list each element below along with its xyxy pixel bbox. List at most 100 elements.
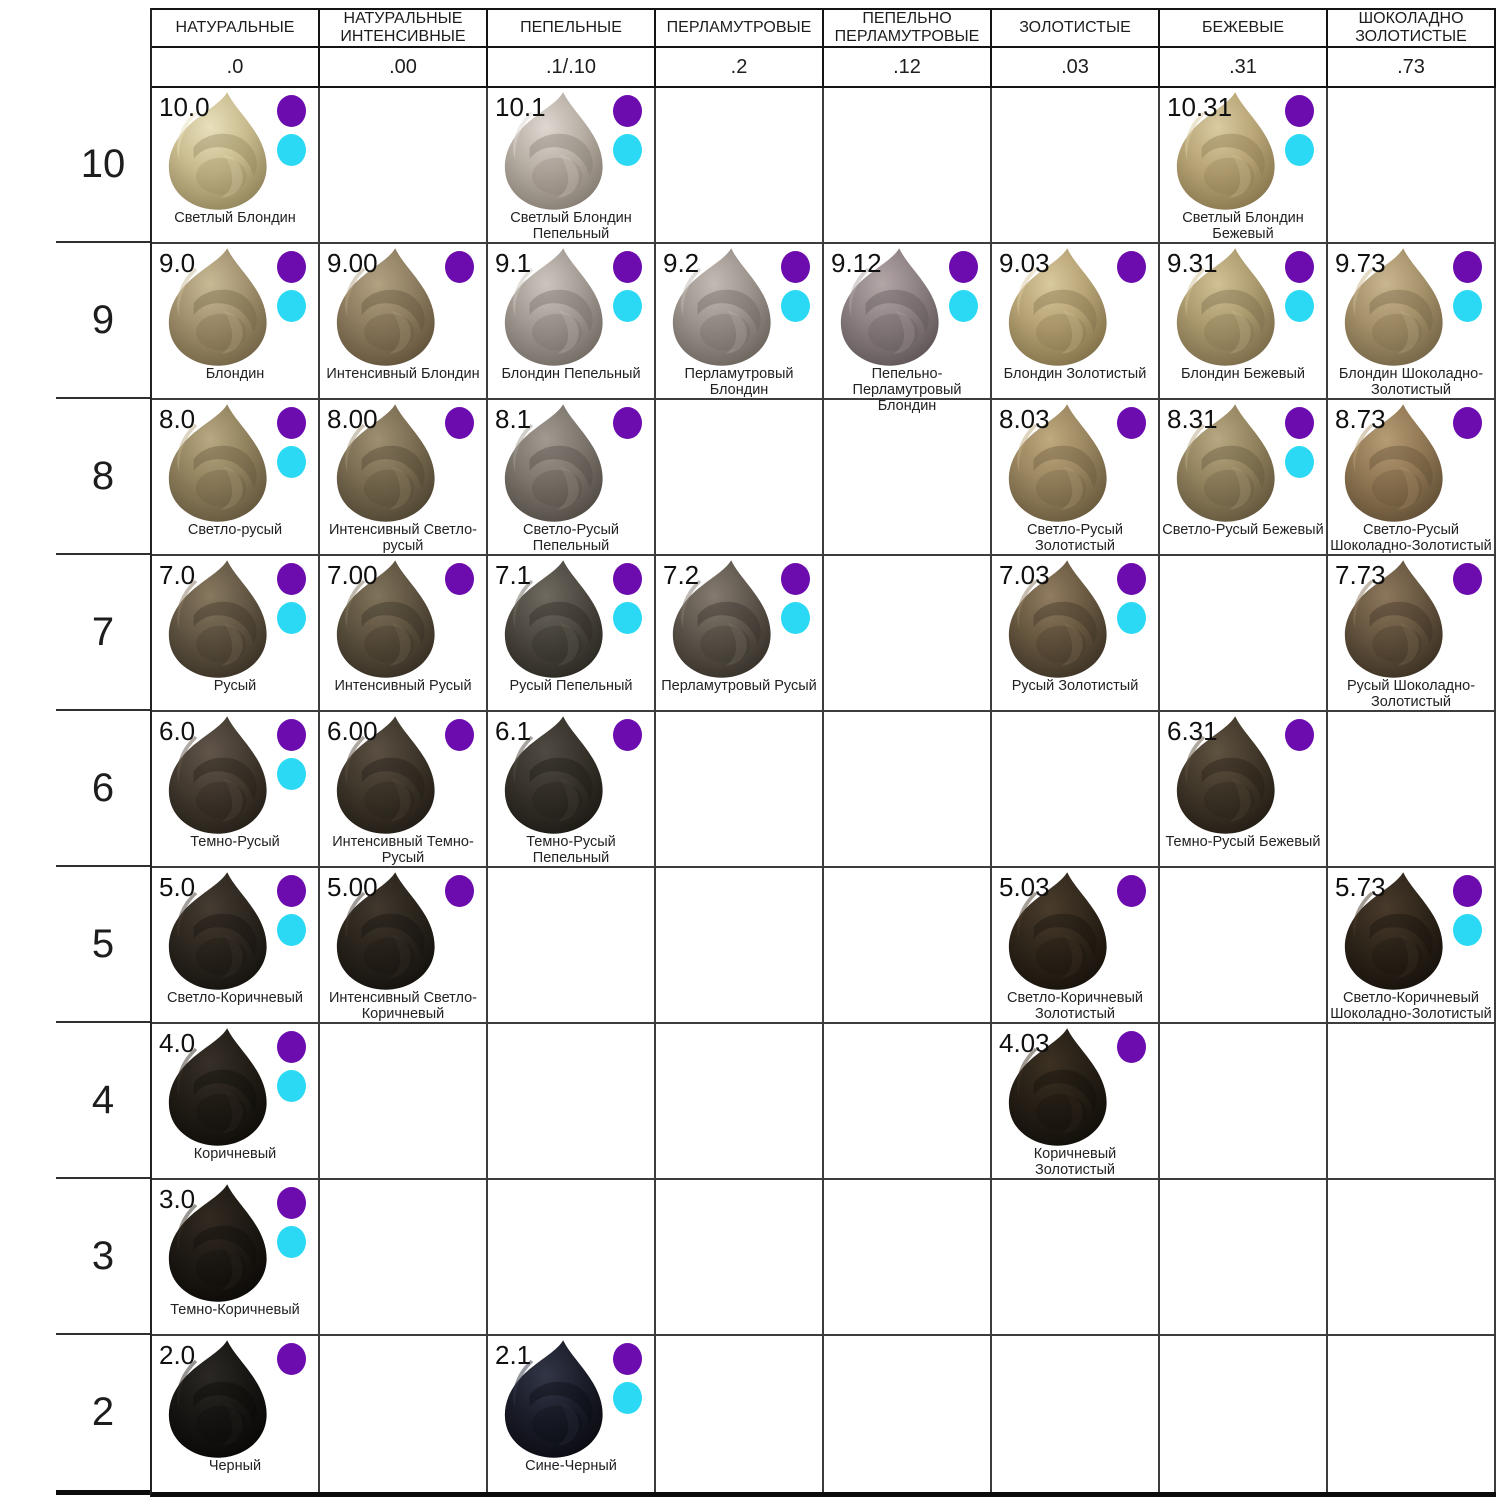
empty-cell [824,556,992,712]
dye-type-dots [1285,95,1314,166]
hair-swatch [168,716,267,834]
empty-cell [824,1180,992,1336]
dye-type-dots [277,1343,306,1375]
shade-cell: 8.73 Светло-Русый Шоколадно-Золотистый [1328,400,1496,556]
cyan-dot-icon [781,602,810,634]
column-family-header: ЗОЛОТИСТЫЕ [992,10,1160,48]
hair-swatch [1008,1028,1107,1146]
cyan-dot-icon [613,290,642,322]
shade-cell: 5.03 Светло-Коричневый Золотистый [992,868,1160,1024]
shade-cell: 7.73 Русый Шоколадно-Золотистый [1328,556,1496,712]
cyan-dot-icon [277,1226,306,1258]
shade-name: Темно-Русый [190,834,280,850]
empty-cell [1160,556,1328,712]
row-level-label: 2 [56,1333,150,1490]
dye-type-dots [613,251,642,322]
shade-name: Светло-Русый Шоколадно-Золотистый [1330,522,1492,555]
column-code-header: .2 [656,48,824,88]
hair-swatch [168,1340,267,1458]
empty-cell [488,1180,656,1336]
shade-cell: 8.00 Интенсивный Светло-русый [320,400,488,556]
shade-name: Русый Пепельный [509,678,633,694]
column-code-header: .03 [992,48,1160,88]
shade-name: Сине-Черный [525,1458,617,1474]
shade-cell: 8.03 Светло-Русый Золотистый [992,400,1160,556]
shade-code: 6.0 [159,716,196,746]
cyan-dot-icon [613,134,642,166]
row-level-label: 7 [56,553,150,710]
shade-code: 9.0 [159,248,196,278]
cyan-dot-icon [613,1382,642,1414]
dye-type-dots [1453,407,1482,439]
shade-name: Интенсивный Светло-Коричневый [328,990,478,1023]
column-family-header: НАТУРАЛЬНЫЕ ИНТЕНСИВНЫЕ [320,10,488,48]
dye-type-dots [1117,563,1146,634]
hair-swatch [1008,404,1107,522]
shade-code: 7.03 [999,560,1050,590]
cyan-dot-icon [781,290,810,322]
shade-name: Светло-Коричневый Шоколадно-Золотистый [1330,990,1492,1023]
shade-cell: 9.00 Интенсивный Блондин [320,244,488,400]
shade-cell: 7.2 Перламутровый Русый [656,556,824,712]
purple-dot-icon [1285,407,1314,439]
shade-cell: 3.0 Темно-Коричневый [152,1180,320,1336]
shade-code: 2.0 [159,1340,196,1370]
hair-swatch [168,92,267,210]
empty-cell [992,88,1160,244]
empty-cell [992,1336,1160,1492]
cyan-dot-icon [1453,290,1482,322]
empty-cell [824,1024,992,1180]
shade-name: Блондин Пепельный [501,366,641,382]
purple-dot-icon [1117,407,1146,439]
row-level-label: 9 [56,241,150,398]
row-level-label: 3 [56,1177,150,1334]
hair-swatch [504,248,603,366]
purple-dot-icon [1285,95,1314,127]
shade-cell: 6.00 Интенсивный Темно-Русый [320,712,488,868]
shade-name: Пепельно-Перламутровый Блондин [852,366,962,415]
hair-swatch [168,1184,267,1302]
hair-swatch [336,404,435,522]
column-code-header: .1/.10 [488,48,656,88]
shade-cell: 8.31 Светло-Русый Бежевый [1160,400,1328,556]
shade-code: 5.73 [1335,872,1386,902]
dye-type-dots [613,719,642,751]
empty-cell [824,400,992,556]
shade-cell: 6.31 Темно-Русый Бежевый [1160,712,1328,868]
shade-code: 8.0 [159,404,196,434]
level-label-column: 10 9 8 7 6 5 4 3 2 [56,8,150,1495]
shade-code: 6.00 [327,716,378,746]
dye-type-dots [277,407,306,478]
shade-code: 9.00 [327,248,378,278]
purple-dot-icon [1117,875,1146,907]
shade-code: 9.73 [1335,248,1386,278]
empty-cell [320,1024,488,1180]
dye-type-dots [277,251,306,322]
shade-cell: 6.0 Темно-Русый [152,712,320,868]
shade-cell: 7.0 Русый [152,556,320,712]
empty-cell [1328,88,1496,244]
hair-swatch [1008,872,1107,990]
dye-type-dots [277,95,306,166]
purple-dot-icon [445,407,474,439]
purple-dot-icon [277,251,306,283]
dye-type-dots [277,1031,306,1102]
dye-type-dots [1117,251,1146,283]
shade-cell: 2.1 Сине-Черный [488,1336,656,1492]
shade-cell: 7.03 Русый Золотистый [992,556,1160,712]
shade-cell: 10.31 Светлый Блондин Бежевый [1160,88,1328,244]
shade-cell: 9.03 Блондин Золотистый [992,244,1160,400]
empty-cell [656,400,824,556]
shade-cell: 4.03 Коричневый Золотистый [992,1024,1160,1180]
palette-table: НАТУРАЛЬНЫЕ НАТУРАЛЬНЫЕ ИНТЕНСИВНЫЕ ПЕПЕЛЬ… [150,8,1496,1497]
shade-code: 2.1 [495,1340,532,1370]
shade-name: Русый Шоколадно-Золотистый [1346,678,1476,711]
purple-dot-icon [1453,251,1482,283]
cyan-dot-icon [277,914,306,946]
hair-swatch [504,404,603,522]
shade-code: 4.03 [999,1028,1050,1058]
column-code-header: .12 [824,48,992,88]
dye-type-dots [277,875,306,946]
shade-name: Светлый Блондин Бежевый [1182,210,1304,243]
hair-swatch [168,1028,267,1146]
